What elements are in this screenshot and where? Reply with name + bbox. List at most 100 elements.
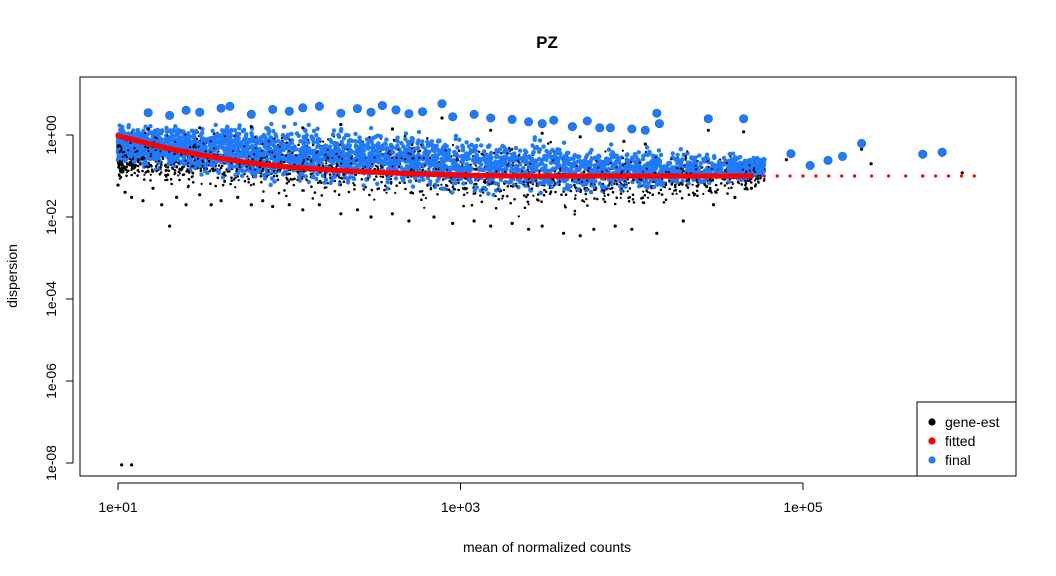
fitted-point xyxy=(749,174,754,178)
fitted-point xyxy=(801,174,805,178)
gene-est-point xyxy=(749,186,754,190)
final-point xyxy=(703,114,713,124)
gene-est-point xyxy=(151,186,155,190)
final-point xyxy=(284,106,294,116)
y-tick-label: 1e-06 xyxy=(43,363,59,399)
plot-area xyxy=(115,99,976,467)
y-tick-label: 1e-02 xyxy=(43,199,59,235)
legend-label-gene-est: gene-est xyxy=(945,414,1000,430)
final-series xyxy=(143,99,947,171)
legend-swatch-gene-est xyxy=(928,418,936,426)
final-point xyxy=(805,161,815,171)
fitted-point xyxy=(788,174,792,178)
gene-est-point xyxy=(472,219,476,223)
final-point xyxy=(216,103,226,113)
fitted-point xyxy=(887,174,891,178)
y-tick-label: 1e+00 xyxy=(43,115,59,155)
gene-est-point xyxy=(287,203,291,207)
gene-est-point xyxy=(540,224,544,228)
gene-est-point xyxy=(960,171,964,175)
final-point xyxy=(605,123,615,133)
gene-est-point xyxy=(175,195,179,199)
final-point xyxy=(582,116,592,126)
gene-est-point xyxy=(527,227,531,231)
gene-est-point xyxy=(339,122,343,127)
plot-frame xyxy=(79,76,1017,477)
final-point xyxy=(786,149,796,159)
gene-est-point xyxy=(236,195,240,199)
final-point xyxy=(181,105,191,115)
final-point xyxy=(298,103,308,113)
gene-est-point xyxy=(249,125,253,129)
final-point xyxy=(507,114,517,124)
y-axis: 1e+00 1e-02 1e-04 1e-06 1e-08 xyxy=(43,115,74,481)
gene-est-point xyxy=(784,158,789,162)
gene-est-point xyxy=(355,208,359,212)
legend-label-fitted: fitted xyxy=(945,433,975,449)
gene-est-point xyxy=(146,127,150,131)
final-point xyxy=(417,107,427,117)
final-point xyxy=(469,109,479,119)
final-point xyxy=(595,123,605,133)
gene-est-point xyxy=(301,126,305,130)
fitted-point xyxy=(840,174,844,178)
gene-est-point xyxy=(249,203,253,207)
fitted-point xyxy=(921,174,925,178)
gene-est-point xyxy=(219,199,223,203)
gene-est-point xyxy=(489,128,493,132)
gene-est-point xyxy=(681,219,685,223)
final-point xyxy=(753,157,763,167)
gene-est-point xyxy=(198,126,202,130)
fitted-point xyxy=(775,174,779,178)
gene-est-point xyxy=(390,127,394,131)
data-marks xyxy=(115,99,976,467)
gene-est-point xyxy=(168,224,172,228)
gene-est-point xyxy=(301,208,305,212)
gene-est-point xyxy=(198,193,202,197)
gene-est-point xyxy=(860,147,864,151)
fitted-point xyxy=(762,174,766,178)
final-point xyxy=(837,151,847,161)
gene-est-point xyxy=(643,142,647,146)
gene-est-point xyxy=(578,234,582,238)
gene-est-point xyxy=(390,212,394,216)
gene-est-point xyxy=(141,199,145,203)
final-point xyxy=(567,122,577,132)
y-axis-label: dispersion xyxy=(4,244,20,308)
gene-est-point xyxy=(578,135,582,139)
gene-est-point xyxy=(120,463,124,467)
fitted-point xyxy=(853,174,857,178)
final-point xyxy=(165,110,175,120)
gene-est-point xyxy=(123,190,127,194)
gene-est-point xyxy=(630,227,634,231)
fitted-point xyxy=(946,174,951,178)
x-axis: 1e+01 1e+03 1e+05 xyxy=(98,482,823,515)
gene-est-point xyxy=(711,203,716,207)
gene-est-point xyxy=(540,131,544,135)
legend-swatch-final xyxy=(928,456,936,464)
gene-est-point xyxy=(432,215,436,219)
fitted-point xyxy=(972,174,976,178)
legend: gene-est fitted final xyxy=(916,401,1017,477)
final-point xyxy=(377,101,387,111)
x-tick-label: 1e+01 xyxy=(98,499,138,515)
final-point xyxy=(652,108,662,118)
gene-est-point xyxy=(130,463,134,467)
final-point xyxy=(918,149,928,159)
final-point xyxy=(268,104,278,114)
final-point xyxy=(246,109,256,119)
gene-est-point xyxy=(733,195,737,199)
x-tick-label: 1e+03 xyxy=(441,499,481,515)
gene-est-point xyxy=(184,203,188,207)
final-point xyxy=(640,125,650,135)
y-tick-label: 1e-04 xyxy=(43,281,59,317)
chart-title: PZ xyxy=(536,33,558,52)
gene-est-point xyxy=(489,224,493,228)
gene-est-point xyxy=(622,139,626,143)
final-point xyxy=(524,117,534,127)
gene-est-point xyxy=(613,224,617,228)
gene-est-point xyxy=(440,116,444,120)
final-point xyxy=(404,109,414,119)
final-point xyxy=(654,119,664,129)
